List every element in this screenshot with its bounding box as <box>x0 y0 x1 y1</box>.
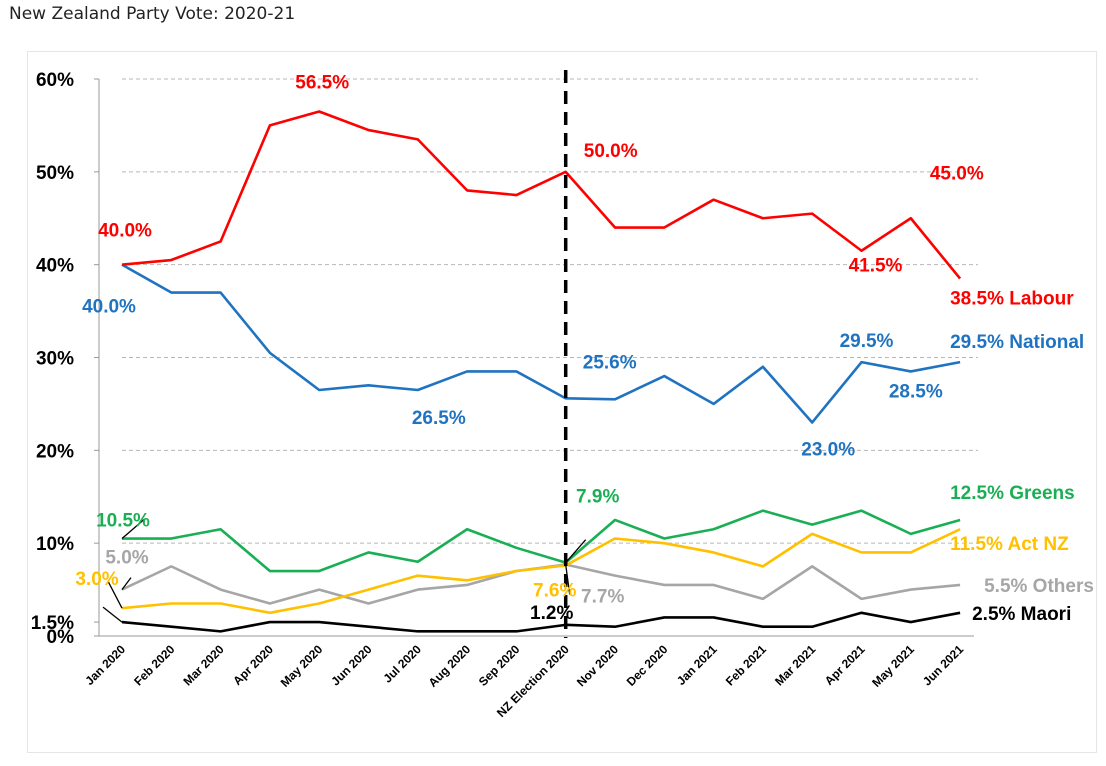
y-tick-label-30: 30% <box>36 349 74 370</box>
x-tick-label: Mar 2020 <box>180 642 226 688</box>
data-label-labour: 56.5% <box>295 72 349 93</box>
y-tick-label-20: 20% <box>36 441 74 462</box>
data-label-national: 23.0% <box>801 439 855 460</box>
x-tick-label: Feb 2021 <box>723 642 769 688</box>
data-label-labour: 38.5% Labour <box>950 289 1074 310</box>
data-label-maori: 2.5% Maori <box>972 604 1071 625</box>
y-tick-label-0: 0% <box>47 627 75 648</box>
x-tick-label: Jun 2021 <box>920 642 966 688</box>
data-label-national: 28.5% <box>889 381 943 402</box>
x-tick-label: Sep 2020 <box>476 642 523 689</box>
annotation-leader-line <box>565 564 571 595</box>
line-chart: 0%1.5% 10% 20% 30% 40% 50% 60% Jan 2020 Feb 2020… <box>31 70 1094 720</box>
annotation-leader-line <box>121 577 132 590</box>
x-tick-label: Jul 2020 <box>381 642 425 686</box>
series-line-national <box>121 263 961 424</box>
x-tick-label: Jan 2020 <box>82 642 128 688</box>
data-label-act-nz: 3.0% <box>75 569 118 590</box>
x-tick-label: May 2021 <box>869 642 917 690</box>
x-tick-label: Jun 2020 <box>328 642 374 688</box>
annotation-leader-line <box>102 606 123 623</box>
x-tick-label: Aug 2020 <box>426 642 474 690</box>
data-label-maori: 1.2% <box>530 603 573 624</box>
chart-frame: 0% 1.5% 10% 20% 30% 40% 50% 60% Jan 2020 Feb 2020… <box>27 51 1097 753</box>
x-tick-label: Dec 2020 <box>624 642 671 689</box>
data-label-act-nz: 7.6% <box>533 580 576 601</box>
data-label-labour: 41.5% <box>849 256 903 277</box>
data-label-national: 29.5% National <box>950 332 1084 353</box>
data-label-labour: 40.0% <box>98 221 152 242</box>
y-tick-label-40: 40% <box>36 256 74 277</box>
page-title: New Zealand Party Vote: 2020-21 <box>9 4 296 24</box>
data-label-national: 29.5% <box>840 331 894 352</box>
x-tick-label: Jan 2021 <box>674 642 720 688</box>
series-line-labour <box>121 110 962 280</box>
data-label-greens: 12.5% Greens <box>950 483 1075 504</box>
x-tick-label: May 2020 <box>278 642 326 690</box>
y-tick-label-50: 50% <box>36 163 74 184</box>
series-line-act-nz <box>121 528 961 615</box>
series-line-greens <box>122 509 961 573</box>
data-label-national: 26.5% <box>412 408 466 429</box>
y-tick-label-1.5: 1.5% <box>31 613 74 634</box>
data-label-others: 5.0% <box>105 548 148 569</box>
data-label-labour: 50.0% <box>584 141 638 162</box>
data-label-greens: 7.9% <box>576 487 619 508</box>
annotation-leader-line <box>107 580 123 609</box>
data-label-others: 7.7% <box>581 587 624 608</box>
x-tick-label: Feb 2020 <box>131 642 177 688</box>
series-line-maori <box>121 611 961 633</box>
y-tick-label-60: 60% <box>36 70 74 91</box>
data-label-labour: 45.0% <box>930 163 984 184</box>
x-tick-label: Apr 2020 <box>230 642 276 688</box>
annotation-leader-line <box>121 519 145 540</box>
x-tick-label: Nov 2020 <box>574 642 621 689</box>
data-label-act-nz: 11.5% Act NZ <box>950 534 1069 555</box>
data-label-greens: 10.5% <box>96 511 150 532</box>
data-label-national: 40.0% <box>82 297 136 318</box>
y-tick-label-10: 10% <box>36 534 74 555</box>
x-tick-label: Apr 2021 <box>822 642 868 688</box>
x-tick-label: Mar 2021 <box>772 642 818 688</box>
data-label-national: 25.6% <box>583 352 637 373</box>
data-label-others: 5.5% Others <box>984 576 1094 597</box>
annotation-leader-line <box>565 539 587 564</box>
